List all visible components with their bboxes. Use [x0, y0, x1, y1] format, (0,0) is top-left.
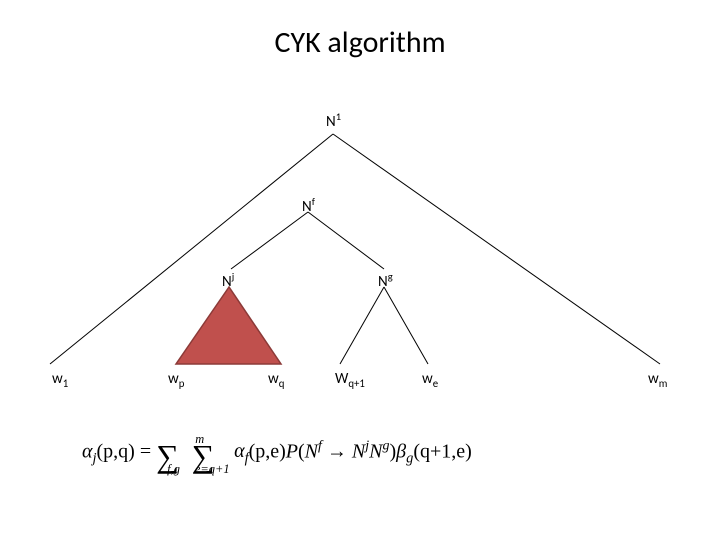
- label-Nj: Nj: [222, 270, 234, 291]
- f-q1e: (q+1,e): [413, 440, 471, 462]
- word-wq1-base: W: [335, 370, 348, 388]
- f-Nf: N: [305, 440, 318, 462]
- word-wp-sub: p: [179, 377, 185, 390]
- f-Ng: N: [369, 440, 382, 462]
- label-Ng-sup: g: [388, 270, 393, 283]
- label-Nf-sup: f: [312, 195, 315, 208]
- f-beta: β: [396, 440, 406, 462]
- word-wq-sub: q: [279, 377, 285, 390]
- word-w1-base: w: [52, 370, 63, 388]
- word-wm-sub: m: [659, 377, 668, 390]
- nj-filled-triangle: [176, 287, 281, 364]
- sum2-sup: m: [195, 432, 204, 447]
- label-Ng: Ng: [378, 270, 393, 291]
- word-we-base: w: [422, 370, 433, 388]
- word-wq-base: w: [268, 370, 279, 388]
- inside-probability-formula: αj(p,q) = ∑f,g∑me=q+1αf(p,e)P(Nf → NjNg)…: [82, 432, 472, 477]
- word-wq1: Wq+1: [335, 370, 365, 390]
- word-we-sub: e: [433, 377, 438, 390]
- f-alpha-f: α: [234, 440, 245, 462]
- word-wp-base: w: [168, 370, 179, 388]
- nf-to-ng-edge: [308, 212, 384, 269]
- f-P: P: [286, 440, 298, 462]
- sum2-sub: e=q+1: [195, 462, 230, 477]
- outer-right-edge: [333, 134, 660, 364]
- f-pe: (p,e): [249, 440, 286, 462]
- label-Ng-base: N: [378, 273, 388, 291]
- word-w1: w1: [52, 370, 68, 390]
- word-wm: wm: [648, 370, 667, 390]
- ng-left-edge: [340, 287, 384, 364]
- outer-left-edge: [50, 134, 333, 364]
- label-N1: N1: [326, 110, 341, 131]
- label-Nf-base: N: [302, 198, 312, 216]
- label-Nj-base: N: [222, 273, 232, 291]
- label-N1-sup: 1: [336, 110, 341, 123]
- f-alpha: α: [82, 440, 93, 462]
- sum1-sub: f,g: [167, 462, 180, 477]
- f-pq: (p,q): [97, 440, 135, 462]
- label-N1-base: N: [326, 113, 336, 131]
- word-wm-base: w: [648, 370, 659, 388]
- f-open: (: [298, 440, 305, 462]
- ng-right-edge: [384, 287, 428, 364]
- word-wp: wp: [168, 370, 184, 390]
- label-Nf: Nf: [302, 195, 315, 216]
- f-arrow: →: [322, 440, 352, 462]
- f-Nj: N: [352, 440, 365, 462]
- word-wq: wq: [268, 370, 284, 390]
- f-eq: =: [135, 440, 156, 462]
- word-wq1-sub: q+1: [348, 377, 365, 390]
- word-w1-sub: 1: [63, 377, 68, 390]
- word-we: we: [422, 370, 438, 390]
- label-Nj-sup: j: [232, 270, 235, 283]
- nf-to-nj-edge: [231, 212, 308, 269]
